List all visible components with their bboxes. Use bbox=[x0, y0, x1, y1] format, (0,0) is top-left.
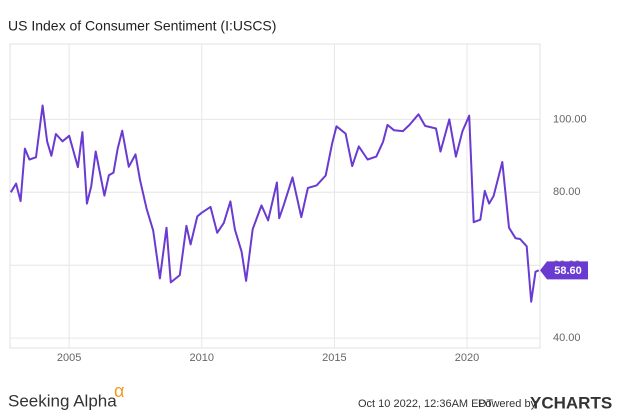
plot-frame bbox=[9, 43, 541, 349]
value-label-box bbox=[540, 261, 588, 280]
powered-by: Powered by bbox=[478, 398, 537, 410]
line bbox=[9, 104, 540, 303]
brand-mark: α bbox=[114, 381, 124, 401]
y-tick-label: 80.00 bbox=[553, 186, 581, 198]
x-tick-label: 2005 bbox=[57, 352, 81, 364]
x-tick-label: 2015 bbox=[322, 352, 346, 364]
y-tick-label: 40.00 bbox=[553, 332, 581, 344]
y-tick-label: 100.00 bbox=[553, 113, 587, 125]
timestamp: Oct 10 2022, 12:36AM EDT. bbox=[358, 398, 495, 410]
x-tick-label: 2010 bbox=[190, 352, 214, 364]
chart-title: US Index of Consumer Sentiment (I:USCS) bbox=[8, 18, 276, 34]
provider: YCHARTS bbox=[530, 393, 612, 412]
value-label: 58.60 bbox=[554, 265, 582, 277]
x-tick-label: 2020 bbox=[455, 352, 479, 364]
brand: Seeking Alpha bbox=[8, 391, 117, 410]
